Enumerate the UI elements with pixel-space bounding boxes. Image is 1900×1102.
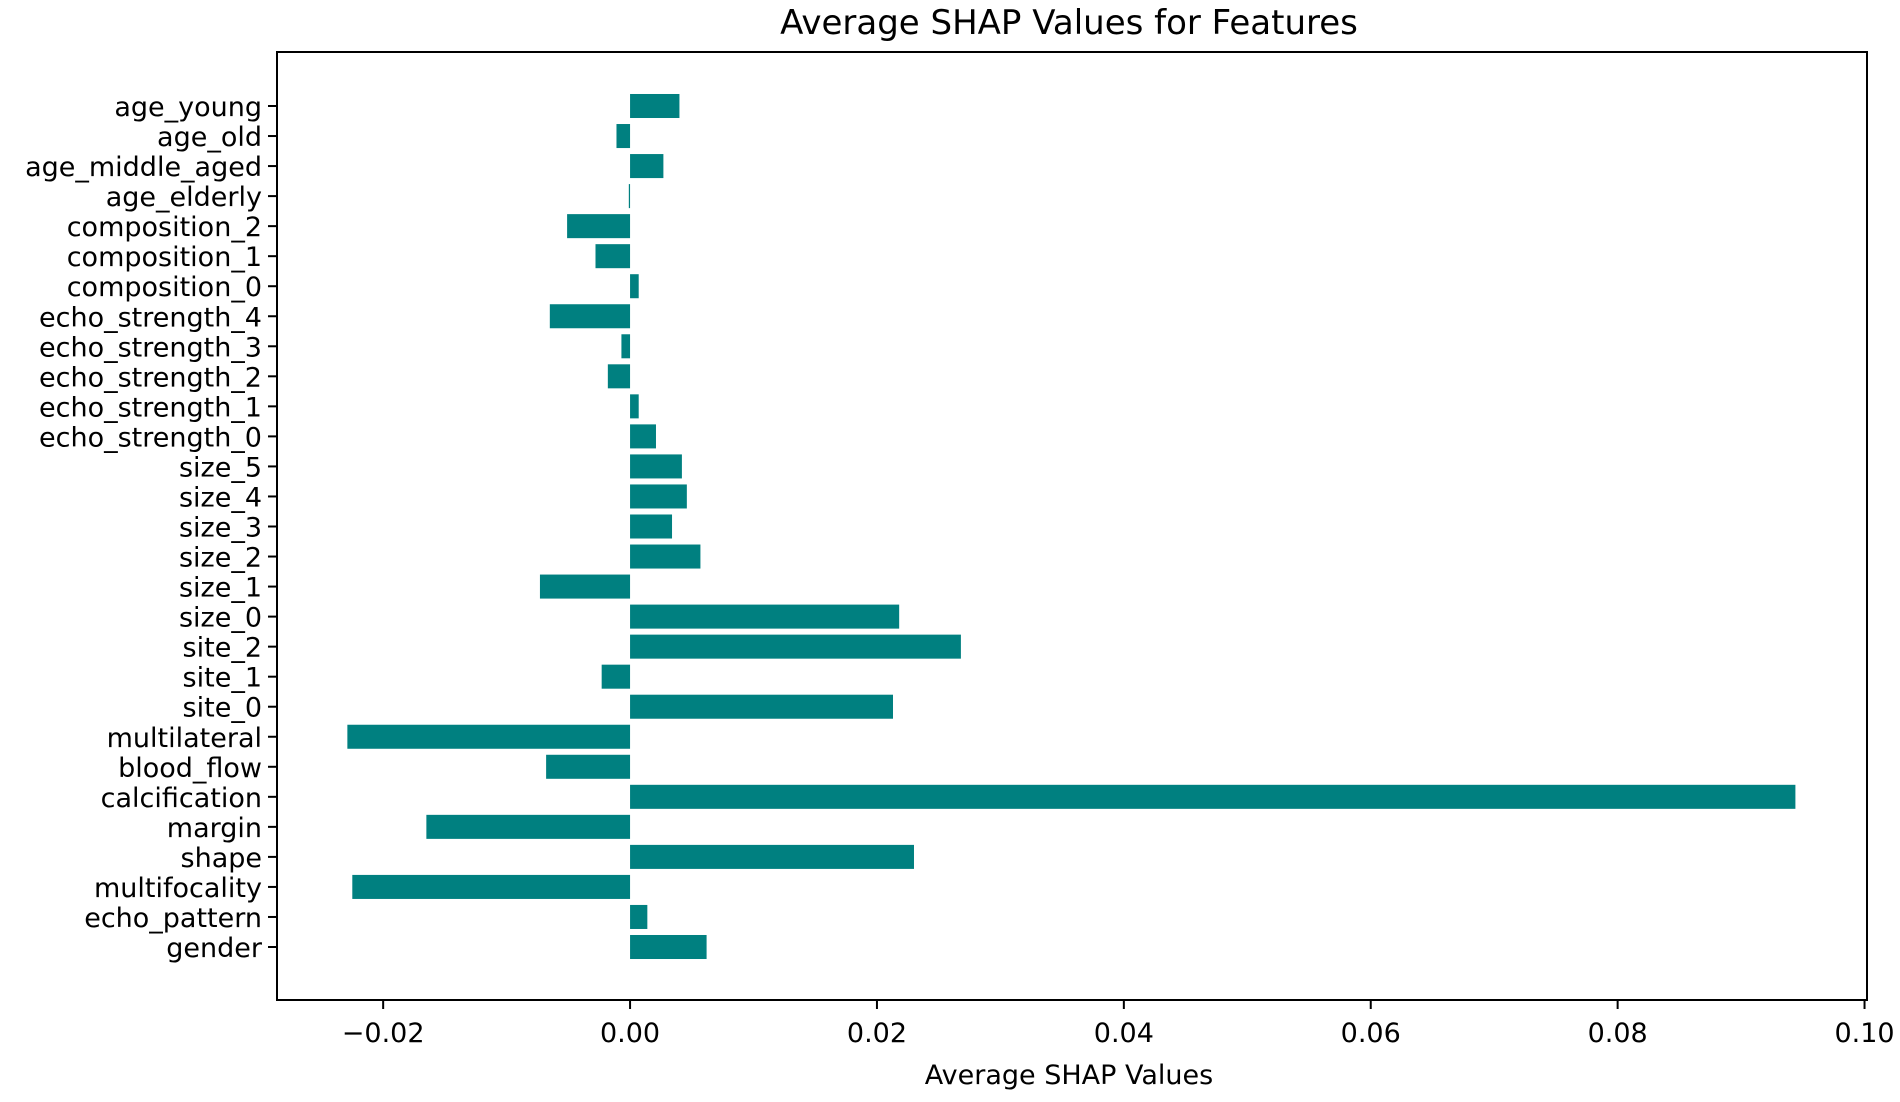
y-tick-label: echo_strength_3 (39, 332, 262, 363)
y-tick-label: echo_strength_4 (39, 302, 262, 333)
bar-margin (426, 814, 631, 839)
y-tick-label: gender (166, 933, 263, 964)
y-tick-label: site_1 (183, 663, 262, 694)
bar-composition-1 (595, 244, 631, 269)
y-tick-label: composition_2 (67, 212, 262, 243)
y-axis-ticks: age_youngage_oldage_middle_agedage_elder… (25, 92, 277, 964)
y-tick-label: age_middle_aged (25, 152, 262, 183)
bar-site-0 (630, 694, 894, 719)
bar-echo-pattern (630, 904, 648, 929)
y-tick-label: echo_strength_1 (39, 392, 262, 423)
y-tick-label: multifocality (94, 873, 262, 904)
bar-age-elderly (628, 184, 631, 209)
y-tick-label: blood_flow (118, 753, 262, 784)
x-axis-label: Average SHAP Values (925, 1060, 1213, 1091)
y-tick-label: size_1 (179, 573, 262, 604)
y-tick-label: echo_pattern (84, 903, 262, 934)
y-tick-label: composition_1 (67, 242, 262, 273)
bar-size-1 (539, 574, 631, 599)
bar-size-2 (630, 544, 701, 569)
y-tick-label: size_2 (179, 543, 262, 574)
bar-shape (630, 844, 914, 869)
y-tick-label: age_old (157, 122, 262, 153)
bar-site-2 (630, 634, 961, 659)
y-tick-label: echo_strength_2 (39, 362, 262, 393)
bar-site-1 (601, 664, 631, 689)
y-tick-label: site_2 (183, 633, 262, 664)
bar-blood-flow (546, 754, 631, 779)
x-tick-label: −0.02 (342, 1018, 425, 1049)
y-tick-label: site_0 (183, 693, 262, 724)
bars-group (347, 93, 1796, 960)
x-tick-label: 0.04 (1094, 1018, 1154, 1049)
bar-age-young (630, 93, 680, 119)
bar-size-0 (630, 604, 900, 629)
y-tick-label: size_3 (179, 513, 262, 544)
x-tick-label: 0.00 (600, 1018, 660, 1049)
plot-frame (276, 51, 1868, 1001)
bar-size-3 (630, 514, 673, 539)
y-tick-label: size_5 (179, 452, 262, 483)
y-tick-label: shape (181, 843, 262, 874)
bar-size-4 (630, 484, 687, 509)
bar-echo-strength-0 (630, 424, 656, 449)
bar-echo-strength-3 (621, 334, 631, 359)
bar-echo-strength-1 (630, 394, 639, 419)
bar-calcification (630, 784, 1796, 809)
bar-composition-2 (567, 214, 631, 239)
y-tick-label: echo_strength_0 (39, 422, 262, 453)
y-tick-label: composition_0 (67, 272, 262, 303)
x-tick-label: 0.06 (1341, 1018, 1401, 1049)
bar-echo-strength-4 (549, 304, 631, 329)
y-tick-label: margin (167, 813, 262, 844)
y-tick-label: calcification (101, 783, 262, 814)
x-tick-label: 0.02 (847, 1018, 907, 1049)
bar-size-5 (630, 454, 682, 479)
x-axis-ticks: −0.02 0.00 0.02 0.04 0.06 0.08 0.10 (342, 1000, 1895, 1049)
bar-age-old (616, 124, 631, 149)
bar-multilateral (347, 724, 631, 749)
y-tick-label: size_0 (179, 603, 262, 634)
y-tick-label: age_elderly (106, 182, 262, 213)
y-tick-label: size_4 (179, 482, 262, 513)
chart-title: Average SHAP Values for Features (780, 3, 1358, 43)
x-tick-label: 0.10 (1834, 1018, 1894, 1049)
bar-echo-strength-2 (607, 364, 631, 389)
y-tick-label: age_young (114, 92, 262, 123)
x-tick-label: 0.08 (1588, 1018, 1648, 1049)
y-tick-label: multilateral (107, 723, 262, 754)
bar-composition-0 (630, 274, 639, 299)
bar-gender (630, 934, 707, 960)
bar-multifocality (352, 874, 631, 899)
bar-age-middle-aged (630, 154, 664, 179)
